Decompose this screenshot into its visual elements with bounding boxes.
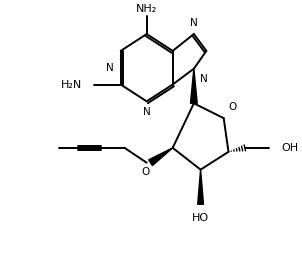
Text: NH₂: NH₂ <box>136 4 157 14</box>
Text: N: N <box>106 63 114 73</box>
Text: O: O <box>142 167 150 177</box>
Text: N: N <box>143 107 151 117</box>
Text: N: N <box>190 18 198 28</box>
Text: N: N <box>200 74 207 84</box>
Polygon shape <box>198 170 204 204</box>
Polygon shape <box>191 69 197 103</box>
Polygon shape <box>149 148 173 166</box>
Text: H₂N: H₂N <box>61 80 82 90</box>
Text: HO: HO <box>192 213 209 223</box>
Text: O: O <box>228 102 236 112</box>
Text: OH: OH <box>281 143 299 153</box>
